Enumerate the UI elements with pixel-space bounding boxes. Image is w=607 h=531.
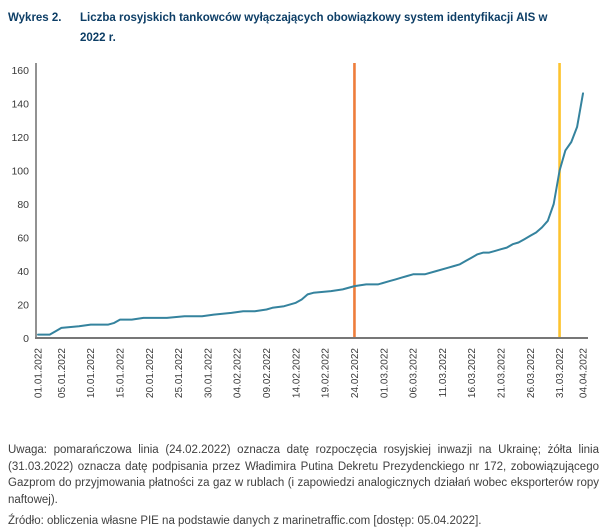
x-tick-label: 09.02.2022	[262, 348, 273, 398]
y-tick-label: 0	[23, 333, 29, 345]
x-tick-label: 20.01.2022	[145, 348, 156, 398]
y-tick-label: 140	[11, 99, 29, 111]
chart-area: 0 20 40 60 80 100 120 140 160 01.01.2022 05.01.202…	[0, 54, 607, 432]
figure-title: Liczba rosyjskich tankowców wyłączającyc…	[80, 12, 548, 44]
x-tick-label: 10.01.2022	[86, 348, 97, 398]
ais-tankers-line-chart: 0 20 40 60 80 100 120 140 160 01.01.2022 05.01.202…	[11, 63, 590, 398]
figure-caption: Uwaga: pomarańczowa linia (24.02.2022) o…	[8, 442, 599, 529]
caption-source: Źródło: obliczenia własne PIE na podstaw…	[8, 515, 482, 527]
x-tick-label: 24.02.2022	[350, 348, 361, 398]
y-tick-label: 60	[17, 233, 29, 245]
x-tick-label: 01.01.2022	[34, 348, 45, 398]
caption-note: Uwaga: pomarańczowa linia (24.02.2022) o…	[8, 444, 599, 506]
x-tick-label: 06.03.2022	[409, 348, 420, 398]
figure-header: Wykres 2. Liczba rosyjskich tankowców wy…	[8, 8, 598, 48]
x-tick-label: 11.03.2022	[438, 348, 449, 398]
x-tick-label: 01.03.2022	[379, 348, 390, 398]
x-tick-label: 04.02.2022	[233, 348, 244, 398]
x-tick-label: 21.03.2022	[496, 348, 507, 398]
y-tick-label: 160	[11, 65, 29, 77]
x-tick-label: 16.03.2022	[467, 348, 478, 398]
series-line	[37, 92, 584, 336]
figure-number: Wykres 2.	[8, 12, 62, 24]
y-tick-label: 80	[17, 199, 29, 211]
x-tick-label: 30.01.2022	[203, 348, 214, 398]
x-tick-label: 04.04.2022	[579, 348, 590, 398]
x-tick-label: 14.02.2022	[291, 348, 302, 398]
y-tick-label: 100	[11, 166, 29, 178]
x-tick-label: 19.02.2022	[321, 348, 332, 398]
x-tick-label: 25.01.2022	[174, 348, 185, 398]
x-tick-label: 26.03.2022	[526, 348, 537, 398]
y-tick-label: 40	[17, 266, 29, 278]
x-tick-label: 31.03.2022	[555, 348, 566, 398]
x-tick-label: 15.01.2022	[116, 348, 127, 398]
x-tick-label: 05.01.2022	[57, 348, 68, 398]
y-tick-label: 20	[17, 300, 29, 312]
y-tick-label: 120	[11, 132, 29, 144]
